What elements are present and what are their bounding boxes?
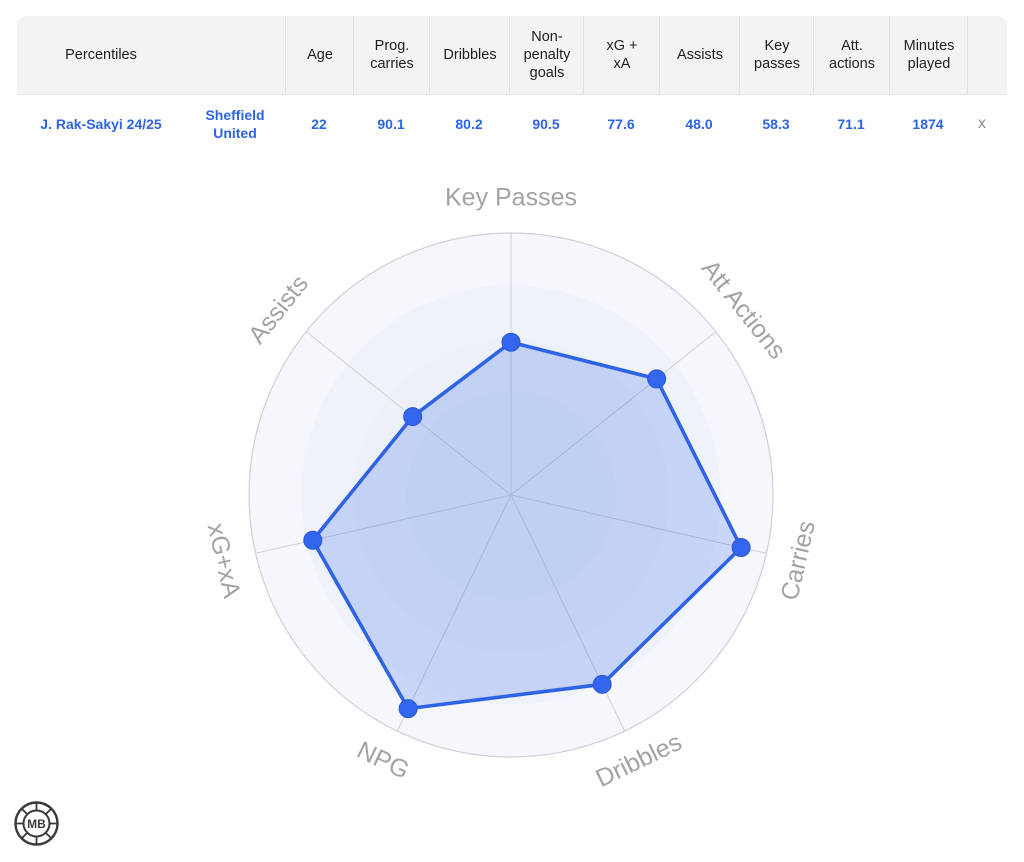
grid-spoke: [510, 331, 717, 496]
mb-logo-icon: MB: [13, 800, 60, 847]
cell-assists: 48.0: [685, 116, 713, 132]
remove-row-button[interactable]: x: [978, 115, 986, 132]
grid-spoke: [396, 494, 512, 732]
axis-label: Key Passes: [445, 184, 577, 212]
cell-xgxa: 77.6: [607, 116, 635, 132]
header-key-passes: Key passes: [739, 16, 814, 94]
cell-att-actions: 71.1: [837, 116, 865, 132]
cell-prog-carries: 90.1: [377, 116, 405, 132]
cell-npg: 90.5: [532, 116, 560, 132]
table-row: J. Rak-Sakyi 24/25 Sheffield United 22 90…: [17, 95, 1007, 153]
header-remove-column: [967, 16, 1008, 94]
table-header: Percentiles Age Prog. carries Dribbles No…: [17, 16, 1007, 95]
data-area: [310, 340, 743, 711]
header-age: Age: [285, 16, 354, 94]
data-point: [403, 407, 423, 427]
axis-label: xG+xA: [202, 521, 246, 601]
axis-label: Carries: [776, 518, 821, 603]
header-assists: Assists: [659, 16, 740, 94]
header-xgxa: xG + xA: [583, 16, 660, 94]
header-prog-carries: Prog. carries: [353, 16, 430, 94]
team-name[interactable]: Sheffield United: [205, 107, 265, 141]
data-point: [647, 369, 667, 389]
cell-age: 22: [311, 116, 327, 132]
cell-key-passes: 58.3: [762, 116, 790, 132]
player-name[interactable]: J. Rak-Sakyi 24/25: [40, 116, 162, 132]
header-att-actions: Att. actions: [813, 16, 890, 94]
axis-label: NPG: [353, 736, 414, 785]
svg-text:MB: MB: [27, 817, 46, 831]
cell-minutes: 1874: [912, 116, 944, 132]
header-dribbles: Dribbles: [429, 16, 510, 94]
header-percentiles: Percentiles: [65, 47, 137, 63]
stats-table: Percentiles Age Prog. carries Dribbles No…: [17, 16, 1007, 153]
data-point: [501, 332, 521, 352]
data-point: [303, 530, 323, 550]
header-minutes: Minutes played: [889, 16, 968, 94]
grid-spoke: [255, 494, 512, 554]
header-npg: Non-penalty goals: [509, 16, 584, 94]
cell-dribbles: 80.2: [455, 116, 483, 132]
data-point: [731, 538, 751, 558]
grid-spoke: [510, 494, 767, 554]
data-point: [398, 699, 418, 719]
data-point: [592, 674, 612, 694]
